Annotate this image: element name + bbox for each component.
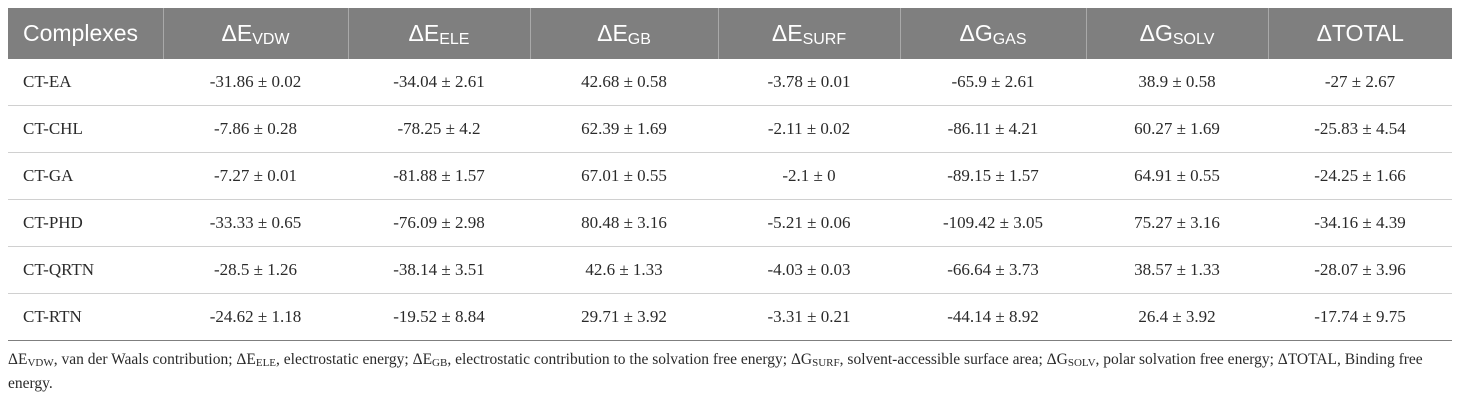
cell-value: -76.09 ± 2.98 xyxy=(348,199,530,247)
footnote-symbol: ΔE xyxy=(8,351,28,368)
cell-complex: CT-RTN xyxy=(8,293,163,341)
footnote-subscript: VDW xyxy=(27,357,54,369)
cell-value: -34.16 ± 4.39 xyxy=(1268,199,1452,247)
cell-value: -66.64 ± 3.73 xyxy=(900,246,1086,294)
cell-value: -28.07 ± 3.96 xyxy=(1268,246,1452,294)
cell-value: -65.9 ± 2.61 xyxy=(900,59,1086,106)
cell-value: 67.01 ± 0.55 xyxy=(530,152,718,200)
cell-complex: CT-QRTN xyxy=(8,246,163,294)
cell-value: -25.83 ± 4.54 xyxy=(1268,105,1452,153)
cell-value: -38.14 ± 3.51 xyxy=(348,246,530,294)
header-delta-e-ele: ΔEELE xyxy=(348,8,531,59)
header-delta-e-gb: ΔEGB xyxy=(530,8,719,59)
footnote-definition: , solvent-accessible surface area; xyxy=(839,351,1047,368)
footnote-definition: , electrostatic contribution to the solv… xyxy=(447,351,791,368)
cell-value: 38.57 ± 1.33 xyxy=(1086,246,1268,294)
cell-value: -28.5 ± 1.26 xyxy=(163,246,348,294)
cell-value: 26.4 ± 3.92 xyxy=(1086,293,1268,341)
cell-value: -3.78 ± 0.01 xyxy=(718,59,900,106)
table-container: Complexes ΔEVDW ΔEELE ΔEGB ΔESURF ΔGGAS … xyxy=(8,8,1452,396)
cell-value: -109.42 ± 3.05 xyxy=(900,199,1086,247)
cell-value: 60.27 ± 1.69 xyxy=(1086,105,1268,153)
footnote-subscript: SOLV xyxy=(1067,357,1096,369)
table-row: CT-EA -31.86 ± 0.02 -34.04 ± 2.61 42.68 … xyxy=(8,59,1452,106)
cell-value: -3.31 ± 0.21 xyxy=(718,293,900,341)
binding-energy-table: Complexes ΔEVDW ΔEELE ΔEGB ΔESURF ΔGGAS … xyxy=(8,8,1452,341)
footnote-symbol: ΔE xyxy=(412,351,433,368)
cell-value: -19.52 ± 8.84 xyxy=(348,293,530,341)
cell-value: -17.74 ± 9.75 xyxy=(1268,293,1452,341)
footnote-symbol: ΔG xyxy=(1046,351,1068,368)
table-row: CT-GA -7.27 ± 0.01 -81.88 ± 1.57 67.01 ±… xyxy=(8,152,1452,200)
cell-value: 38.9 ± 0.58 xyxy=(1086,59,1268,106)
footnote-subscript: GB xyxy=(432,357,448,369)
cell-value: -24.25 ± 1.66 xyxy=(1268,152,1452,200)
footnote-definition: , polar solvation free energy; xyxy=(1095,351,1278,368)
cell-value: -86.11 ± 4.21 xyxy=(900,105,1086,153)
cell-value: 75.27 ± 3.16 xyxy=(1086,199,1268,247)
table-footnote: ΔEVDW, van der Waals contribution; ΔEELE… xyxy=(8,348,1452,396)
table-row: CT-QRTN -28.5 ± 1.26 -38.14 ± 3.51 42.6 … xyxy=(8,246,1452,294)
cell-value: -5.21 ± 0.06 xyxy=(718,199,900,247)
footnote-definition: , Binding free energy. xyxy=(8,351,1423,392)
header-delta-e-surf: ΔESURF xyxy=(718,8,901,59)
cell-value: -33.33 ± 0.65 xyxy=(163,199,348,247)
cell-value: 64.91 ± 0.55 xyxy=(1086,152,1268,200)
header-complexes: Complexes xyxy=(8,8,164,59)
cell-value: -24.62 ± 1.18 xyxy=(163,293,348,341)
cell-value: -44.14 ± 8.92 xyxy=(900,293,1086,341)
header-delta-e-vdw: ΔEVDW xyxy=(163,8,349,59)
header-delta-g-solv: ΔGSOLV xyxy=(1086,8,1269,59)
cell-value: 80.48 ± 3.16 xyxy=(530,199,718,247)
table-row: CT-PHD -33.33 ± 0.65 -76.09 ± 2.98 80.48… xyxy=(8,199,1452,247)
cell-value: -89.15 ± 1.57 xyxy=(900,152,1086,200)
footnote-symbol: ΔG xyxy=(790,351,813,368)
cell-value: -2.11 ± 0.02 xyxy=(718,105,900,153)
footnote-definition: , van der Waals contribution; xyxy=(53,351,237,368)
cell-value: -34.04 ± 2.61 xyxy=(348,59,530,106)
table-row: CT-RTN -24.62 ± 1.18 -19.52 ± 8.84 29.71… xyxy=(8,293,1452,341)
table-row: CT-CHL -7.86 ± 0.28 -78.25 ± 4.2 62.39 ±… xyxy=(8,105,1452,153)
cell-complex: CT-PHD xyxy=(8,199,163,247)
cell-value: 42.68 ± 0.58 xyxy=(530,59,718,106)
header-delta-total: ΔTOTAL xyxy=(1268,8,1452,59)
cell-value: -78.25 ± 4.2 xyxy=(348,105,530,153)
cell-complex: CT-CHL xyxy=(8,105,163,153)
cell-value: 42.6 ± 1.33 xyxy=(530,246,718,294)
cell-value: -7.27 ± 0.01 xyxy=(163,152,348,200)
cell-value: -27 ± 2.67 xyxy=(1268,59,1452,106)
header-delta-g-gas: ΔGGAS xyxy=(900,8,1087,59)
footnote-symbol: ΔE xyxy=(236,351,256,368)
cell-value: -2.1 ± 0 xyxy=(718,152,900,200)
cell-value: -7.86 ± 0.28 xyxy=(163,105,348,153)
footnote-symbol: ΔTOTAL xyxy=(1277,351,1338,368)
cell-value: 62.39 ± 1.69 xyxy=(530,105,718,153)
cell-complex: CT-GA xyxy=(8,152,163,200)
header-row: Complexes ΔEVDW ΔEELE ΔEGB ΔESURF ΔGGAS … xyxy=(8,8,1452,59)
cell-complex: CT-EA xyxy=(8,59,163,106)
cell-value: -81.88 ± 1.57 xyxy=(348,152,530,200)
cell-value: -31.86 ± 0.02 xyxy=(163,59,348,106)
cell-value: -4.03 ± 0.03 xyxy=(718,246,900,294)
footnote-definition: , electrostatic energy; xyxy=(276,351,413,368)
footnote-subscript: SURF xyxy=(812,357,840,369)
footnote-subscript: ELE xyxy=(255,357,277,369)
cell-value: 29.71 ± 3.92 xyxy=(530,293,718,341)
